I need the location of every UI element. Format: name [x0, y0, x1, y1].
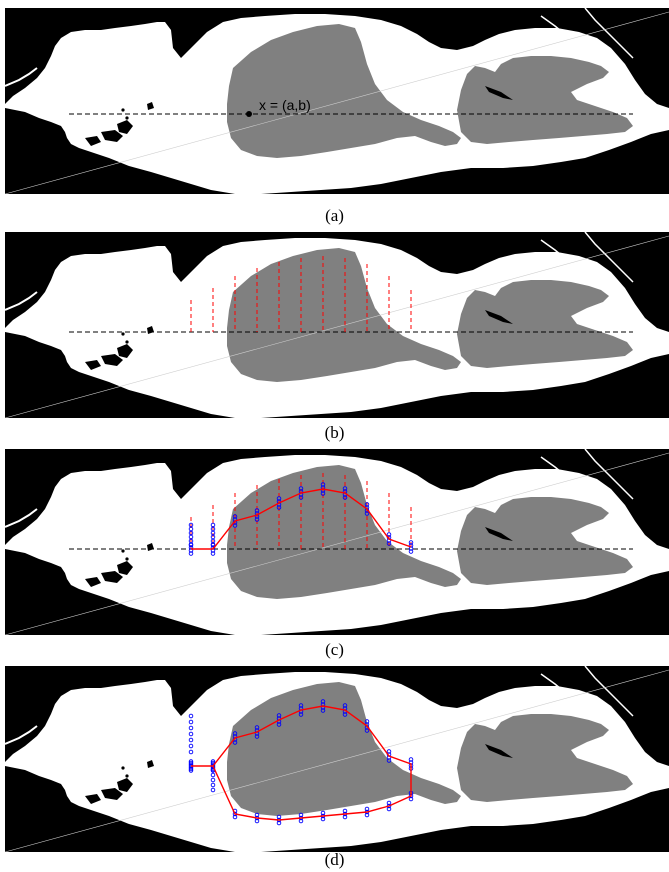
caption-b: (b): [324, 423, 345, 442]
sample-marker: [188, 743, 194, 749]
sample-marker: [188, 542, 194, 548]
sample-marker: [364, 502, 370, 507]
caption-c: (c): [325, 640, 344, 659]
sample-marker: [364, 719, 370, 724]
sample-marker: [188, 749, 194, 755]
sample-marker: [342, 703, 348, 708]
sample-marker: [276, 505, 282, 510]
sample-marker: [210, 551, 216, 556]
sample-marker: [298, 812, 304, 818]
sample-marker: [386, 758, 392, 763]
sample-marker: [386, 806, 392, 812]
sample-marker: [254, 517, 260, 522]
sample-marker: [210, 759, 216, 764]
sample-marker: [298, 486, 304, 491]
sample-marker: [232, 514, 238, 519]
sample-marker: [276, 820, 282, 826]
sample-marker: [232, 814, 238, 820]
sample-marker: [188, 551, 194, 556]
sample-marker: [254, 725, 260, 730]
panel-a-map: x = (a,b): [5, 8, 669, 194]
sample-marker: [232, 731, 238, 736]
sample-marker: [320, 816, 326, 822]
panel-d: [5, 666, 669, 852]
sample-marker: [188, 737, 194, 743]
sample-marker: [188, 768, 194, 773]
sample-marker: [298, 495, 304, 500]
sample-marker: [386, 541, 392, 546]
sample-marker: [188, 713, 194, 719]
sample-marker: [342, 486, 348, 491]
sample-marker: [386, 532, 392, 537]
sample-marker: [364, 511, 370, 516]
sample-marker: [254, 812, 260, 818]
sample-marker: [210, 542, 216, 548]
panel-a: x = (a,b): [5, 8, 669, 194]
sample-marker: [232, 740, 238, 745]
sample-marker: [408, 540, 414, 545]
sample-marker: [276, 496, 282, 501]
sample-marker: [320, 699, 326, 704]
sample-marker: [298, 703, 304, 708]
sample-marker: [298, 818, 304, 824]
sample-marker: [408, 549, 414, 554]
point-label: x = (a,b): [259, 97, 311, 113]
sample-marker: [188, 725, 194, 731]
sample-marker: [342, 712, 348, 717]
caption-a: (a): [325, 206, 344, 225]
panel-d-map: [5, 666, 669, 852]
sample-marker: [320, 491, 326, 496]
sample-marker: [320, 482, 326, 487]
sample-marker: [188, 766, 194, 772]
sample-marker: [188, 760, 194, 766]
panel-b: [5, 232, 669, 418]
sample-marker: [210, 782, 216, 788]
sample-marker: [320, 708, 326, 713]
sample-marker: [386, 749, 392, 754]
panel-c: [5, 449, 669, 635]
sample-marker: [320, 810, 326, 816]
boundary-estimate-closed: [191, 705, 412, 821]
sample-marker: [342, 808, 348, 814]
transect-lines: [190, 256, 412, 332]
sample-marker: [342, 814, 348, 820]
boundary-estimate-upper: [191, 488, 412, 550]
sample-marker: [364, 728, 370, 733]
sample-marker: [210, 777, 216, 783]
panel-c-map: [5, 449, 669, 635]
sample-marker: [276, 722, 282, 727]
panel-b-map: [5, 232, 669, 418]
sample-marker: [188, 719, 194, 725]
sample-marker: [364, 806, 370, 812]
sample-marker: [188, 731, 194, 737]
sample-marker: [276, 713, 282, 718]
sample-marker: [254, 734, 260, 739]
sample-marker: [232, 523, 238, 528]
sample-marker: [408, 796, 414, 802]
sample-marker: [276, 814, 282, 820]
sample-marker: [254, 818, 260, 824]
sample-marker: [364, 812, 370, 818]
sample-marker: [210, 787, 216, 793]
sample-marker: [408, 757, 414, 762]
sample-marker: [298, 712, 304, 717]
sample-marker: [386, 800, 392, 806]
sample-marker: [408, 543, 414, 548]
sample-marker: [342, 495, 348, 500]
sample-marker: [254, 508, 260, 513]
caption-d: (d): [324, 850, 345, 869]
query-point: [246, 111, 252, 117]
sample-marker: [210, 772, 216, 778]
sample-marker: [188, 759, 194, 764]
